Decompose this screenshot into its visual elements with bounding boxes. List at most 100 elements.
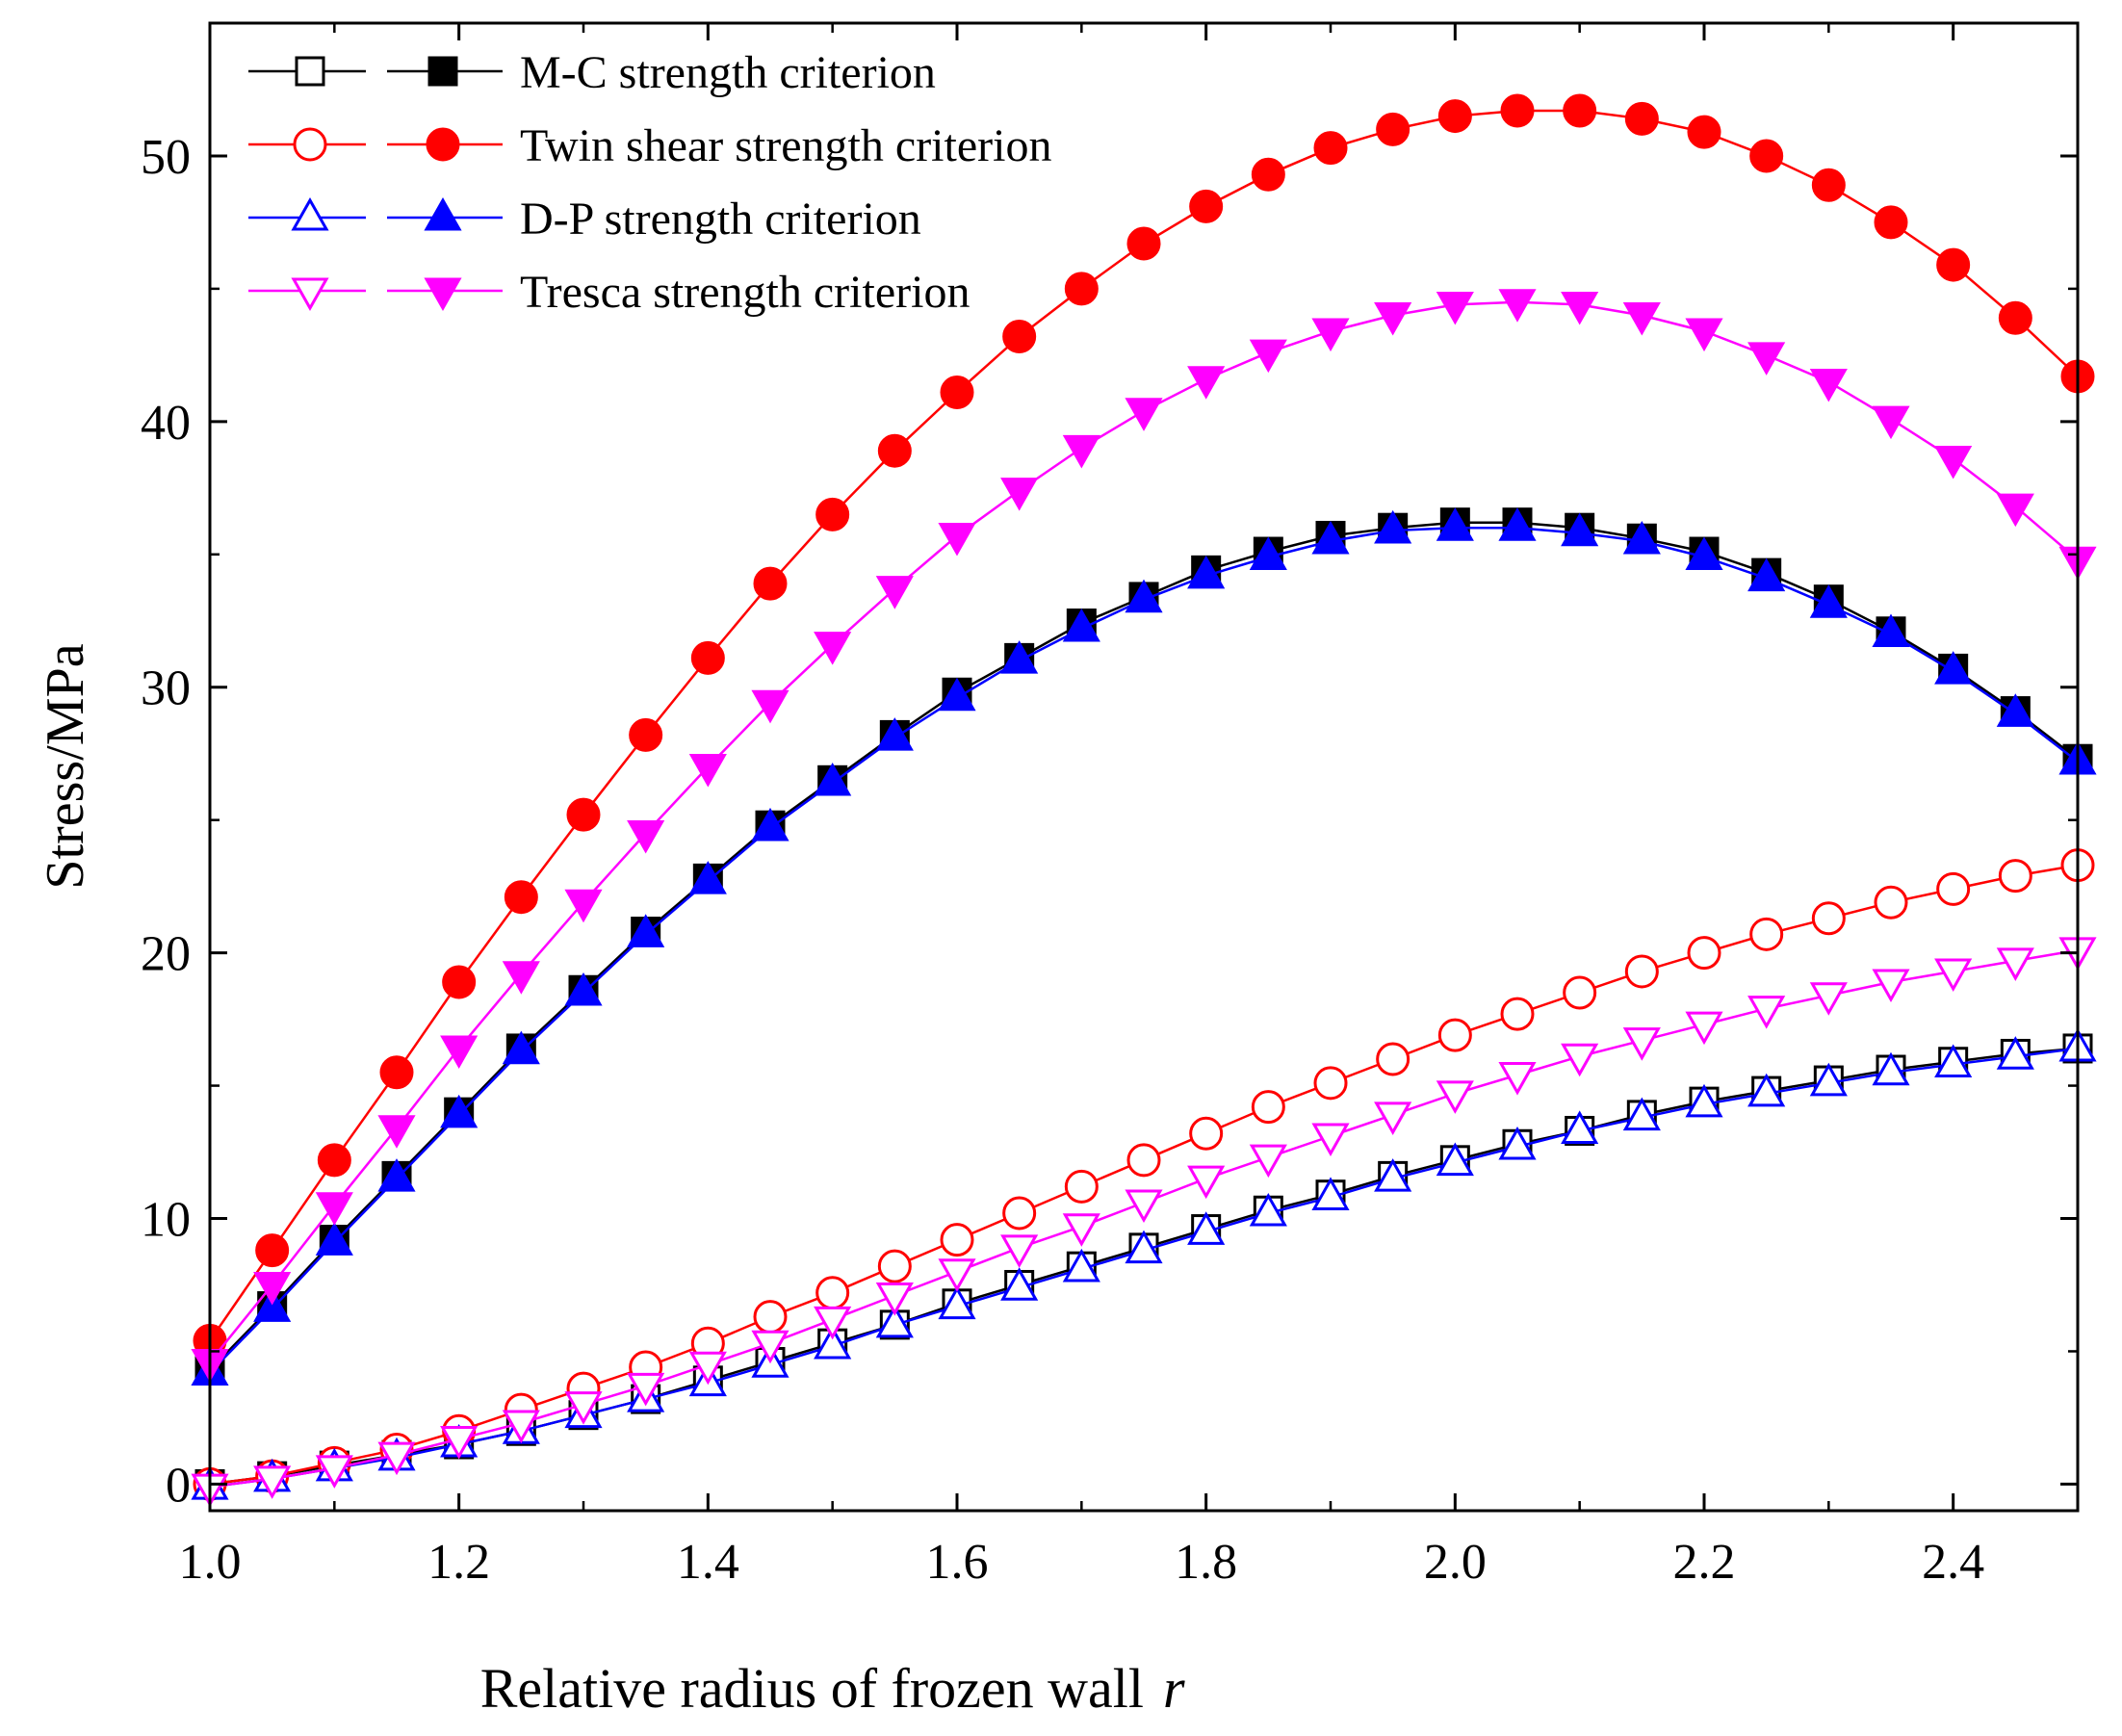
data-point-tresca-strength-criterion-solid: [502, 961, 540, 995]
data-point-tresca-strength-criterion-hollow: [1249, 1144, 1287, 1179]
data-point-twin-shear-strength-criterion-solid: [255, 1233, 290, 1268]
data-point-d-p-strength-criterion-solid: [1685, 536, 1723, 571]
data-point-tresca-strength-criterion-solid: [1311, 318, 1350, 352]
data-point-tresca-strength-criterion-solid: [1062, 434, 1100, 469]
data-point-d-p-strength-criterion-solid: [253, 1288, 292, 1322]
x-tick-label: 1.6: [926, 1535, 989, 1590]
data-point-tresca-strength-criterion-hollow: [377, 1441, 416, 1476]
data-point-twin-shear-strength-criterion-hollow: [1126, 1143, 1161, 1178]
data-point-tresca-strength-criterion-solid: [315, 1192, 353, 1226]
series-line-m-c-strength-criterion-hollow: [209, 1047, 2079, 1486]
data-point-twin-shear-strength-criterion-hollow: [1749, 917, 1784, 951]
data-point-tresca-strength-criterion-solid: [1125, 398, 1163, 431]
legend-item-twin-shear-strength-criterion: Twin shear strength criterion: [248, 120, 1051, 171]
data-point-d-p-strength-criterion-solid: [1436, 507, 1474, 541]
data-point-tresca-strength-criterion-hollow: [440, 1426, 479, 1460]
data-point-d-p-strength-criterion-hollow: [1436, 1142, 1474, 1177]
data-point-tresca-strength-criterion-solid: [1622, 301, 1661, 336]
data-point-twin-shear-strength-criterion-hollow: [1313, 1066, 1348, 1101]
legend-item-tresca-strength-criterion: Tresca strength criterion: [248, 267, 970, 318]
x-tick-label: 2.0: [1424, 1535, 1487, 1590]
x-tick-label: 2.4: [1922, 1535, 1984, 1590]
data-point-tresca-strength-criterion-hollow: [1622, 1027, 1661, 1061]
data-point-d-p-strength-criterion-solid: [1872, 613, 1910, 648]
data-point-tresca-strength-criterion-hollow: [1125, 1189, 1163, 1224]
data-point-tresca-strength-criterion-solid: [440, 1035, 479, 1069]
data-point-tresca-strength-criterion-hollow: [253, 1465, 292, 1499]
data-point-twin-shear-strength-criterion-solid: [1251, 157, 1285, 192]
series-m-c-strength-criterion-hollow: [194, 1033, 2093, 1499]
legend-marker-hollow: [293, 127, 327, 162]
y-axis-label: Stress/MPa: [36, 643, 95, 889]
data-point-tresca-strength-criterion-solid: [627, 819, 665, 854]
data-point-tresca-strength-criterion-solid: [751, 689, 789, 724]
x-tick-label: 1.4: [677, 1535, 739, 1590]
data-point-d-p-strength-criterion-solid: [1374, 509, 1412, 544]
data-point-d-p-strength-criterion-solid: [440, 1094, 479, 1128]
data-point-tresca-strength-criterion-solid: [938, 522, 976, 557]
data-point-twin-shear-strength-criterion-solid: [1687, 115, 1721, 149]
data-point-d-p-strength-criterion-solid: [688, 861, 727, 894]
series-layer: [191, 93, 2097, 1508]
data-point-twin-shear-strength-criterion-solid: [317, 1143, 351, 1178]
y-tick-label: 0: [166, 1458, 191, 1513]
data-point-twin-shear-strength-criterion-solid: [1998, 300, 2032, 335]
axes-layer: 1.0 1.2 1.4 1.6 1.8 2.0 2.2 2.4 0 10 20 30 40 50: [141, 23, 2078, 1590]
data-point-d-p-strength-criterion-hollow: [1062, 1248, 1100, 1283]
data-point-twin-shear-strength-criterion-solid: [1563, 93, 1597, 128]
data-point-d-p-strength-criterion-solid: [1187, 555, 1226, 589]
data-point-d-p-strength-criterion-hollow: [1934, 1044, 1973, 1077]
data-point-twin-shear-strength-criterion-hollow: [1500, 997, 1535, 1031]
data-point-twin-shear-strength-criterion-solid: [1189, 189, 1224, 223]
data-point-twin-shear-strength-criterion-solid: [1874, 205, 1908, 240]
data-point-twin-shear-strength-criterion-hollow: [1064, 1169, 1099, 1204]
legend-marker-solid: [424, 277, 462, 312]
data-point-twin-shear-strength-criterion-solid: [504, 880, 538, 915]
x-tick-label: 1.8: [1175, 1535, 1237, 1590]
data-point-d-p-strength-criterion-solid: [1747, 557, 1786, 592]
legend-label: Twin shear strength criterion: [520, 120, 1051, 171]
data-point-tresca-strength-criterion-hollow: [1187, 1165, 1226, 1200]
data-point-d-p-strength-criterion-solid: [627, 914, 665, 947]
data-point-tresca-strength-criterion-hollow: [1062, 1213, 1100, 1247]
data-point-tresca-strength-criterion-hollow: [688, 1351, 727, 1386]
data-point-tresca-strength-criterion-hollow: [1561, 1043, 1599, 1077]
data-point-tresca-strength-criterion-hollow: [1934, 958, 1973, 992]
data-point-tresca-strength-criterion-hollow: [1685, 1011, 1723, 1046]
legend-item-m-c-strength-criterion: M-C strength criterion: [248, 47, 936, 98]
data-point-d-p-strength-criterion-solid: [875, 717, 914, 751]
legend-marker-hollow: [295, 56, 325, 87]
y-tick-label: 30: [141, 661, 191, 716]
data-point-twin-shear-strength-criterion-solid: [1437, 99, 1472, 134]
data-point-d-p-strength-criterion-solid: [1000, 640, 1039, 674]
data-point-tresca-strength-criterion-solid: [688, 754, 727, 788]
data-point-tresca-strength-criterion-hollow: [1996, 947, 2034, 981]
data-point-twin-shear-strength-criterion-solid: [1376, 112, 1410, 146]
data-point-twin-shear-strength-criterion-hollow: [1189, 1116, 1224, 1151]
legend-label: M-C strength criterion: [520, 47, 936, 98]
series-d-p-strength-criterion-hollow: [191, 1027, 2097, 1500]
legend: M-C strength criterion Twin shear strengt…: [248, 47, 1051, 318]
data-point-tresca-strength-criterion-hollow: [1809, 982, 1848, 1016]
legend-label: D-P strength criterion: [520, 194, 921, 245]
data-point-d-p-strength-criterion-hollow: [1809, 1062, 1848, 1097]
data-point-twin-shear-strength-criterion-solid: [1126, 226, 1161, 261]
data-point-tresca-strength-criterion-hollow: [875, 1283, 914, 1316]
data-point-tresca-strength-criterion-hollow: [315, 1455, 353, 1489]
data-point-twin-shear-strength-criterion-hollow: [1437, 1018, 1472, 1052]
data-point-tresca-strength-criterion-solid: [1685, 318, 1723, 352]
data-point-twin-shear-strength-criterion-solid: [1064, 272, 1099, 306]
data-point-d-p-strength-criterion-solid: [502, 1030, 540, 1065]
data-point-d-p-strength-criterion-solid: [1934, 651, 1973, 685]
data-point-twin-shear-strength-criterion-hollow: [753, 1300, 788, 1334]
data-point-d-p-strength-criterion-solid: [564, 972, 603, 1006]
data-point-tresca-strength-criterion-solid: [1934, 445, 1973, 479]
data-point-tresca-strength-criterion-hollow: [751, 1330, 789, 1364]
data-point-d-p-strength-criterion-solid: [1498, 507, 1537, 541]
y-tick-label: 10: [141, 1193, 191, 1248]
data-point-tresca-strength-criterion-solid: [1747, 342, 1786, 376]
data-point-d-p-strength-criterion-solid: [1996, 693, 2034, 727]
data-point-d-p-strength-criterion-hollow: [938, 1285, 976, 1320]
data-point-tresca-strength-criterion-solid: [1809, 368, 1848, 402]
